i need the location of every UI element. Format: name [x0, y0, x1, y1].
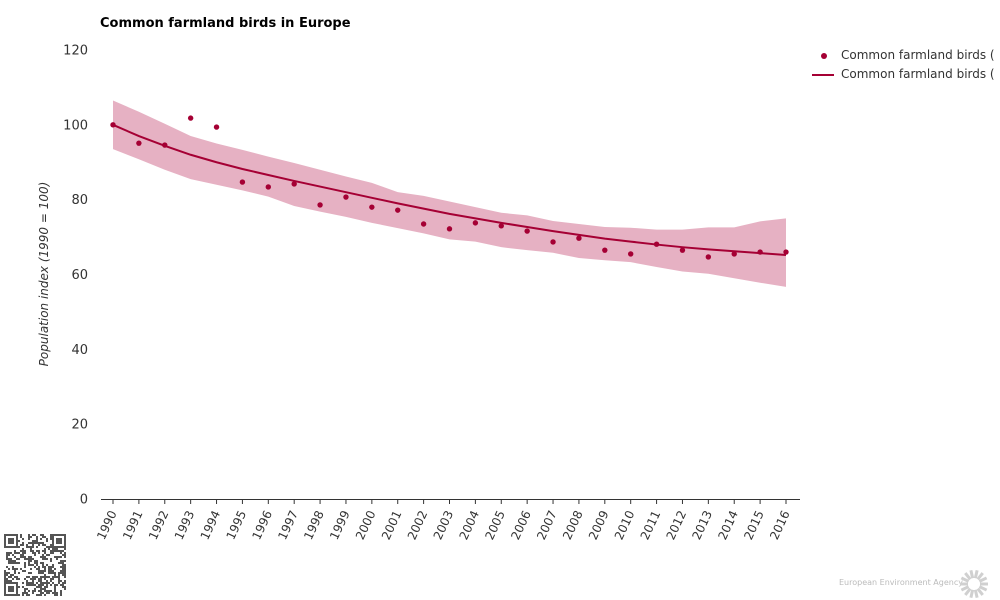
data-point: [550, 239, 556, 245]
data-point: [627, 251, 634, 257]
x-tick-label: 1997: [275, 508, 301, 542]
data-point: [187, 115, 194, 121]
agency-name: European Environment Agency: [839, 578, 963, 587]
qr-code: [4, 534, 66, 596]
legend-item-trend[interactable]: Common farmland birds (: [812, 67, 995, 81]
data-point: [420, 221, 427, 227]
x-tick-label: 2003: [431, 508, 457, 542]
data-point: [783, 249, 789, 255]
data-point: [757, 249, 763, 255]
x-tick-label: 2001: [379, 508, 405, 542]
legend-label: Common farmland birds (: [841, 67, 995, 81]
x-tick-label: 2015: [741, 508, 767, 542]
data-point: [395, 207, 401, 213]
data-point: [317, 202, 323, 208]
x-tick-label: 2005: [482, 508, 508, 542]
y-tick-label: 80: [71, 193, 88, 208]
x-tick-label: 2011: [638, 508, 664, 542]
data-point: [472, 220, 479, 226]
x-tick-label: 2013: [689, 508, 715, 542]
data-point: [731, 251, 737, 257]
x-tick-label: 2012: [664, 508, 690, 542]
line-icon: [812, 70, 834, 80]
x-tick-label: 2016: [767, 508, 793, 542]
dot-icon: [812, 51, 834, 61]
x-tick-label: 1996: [249, 508, 275, 542]
x-tick-label: 1990: [94, 508, 120, 542]
data-point: [576, 235, 582, 241]
x-tick-label: 2014: [715, 508, 741, 542]
data-point: [705, 254, 712, 260]
x-tick-label: 2007: [534, 508, 560, 542]
x-tick-label: 1998: [301, 508, 327, 542]
data-point: [110, 122, 116, 128]
confidence-band: [113, 100, 786, 287]
chart-title: Common farmland birds in Europe: [100, 16, 351, 31]
data-point: [239, 179, 246, 185]
data-point: [343, 194, 349, 200]
x-tick-label: 2010: [612, 508, 638, 542]
data-point: [291, 181, 297, 187]
data-point: [498, 223, 504, 229]
data-point: [162, 142, 168, 148]
trend-line: [112, 123, 787, 257]
data-point: [446, 226, 453, 232]
y-tick-label: 100: [63, 118, 88, 133]
x-tick-label: 2004: [457, 508, 483, 542]
x-tick-label: 2006: [508, 508, 534, 542]
data-point: [524, 228, 530, 234]
x-tick-label: 1994: [198, 508, 224, 542]
y-axis-label: Population index (1990 = 100): [37, 182, 51, 367]
data-point: [369, 204, 375, 210]
data-point: [213, 124, 220, 130]
x-tick-label: 2009: [586, 508, 612, 542]
data-point: [136, 140, 142, 146]
x-tick-label: 1999: [327, 508, 353, 542]
data-point: [653, 241, 660, 247]
data-point: [265, 184, 272, 190]
eea-logo-icon: [960, 570, 988, 598]
x-tick-label: 1992: [146, 508, 172, 542]
data-point: [602, 247, 608, 253]
y-tick-label: 40: [71, 343, 88, 358]
x-tick-label: 2008: [560, 508, 586, 542]
legend-item-points[interactable]: Common farmland birds (: [812, 48, 995, 62]
x-tick-label: 1993: [172, 508, 198, 542]
y-tick-label: 60: [71, 268, 88, 283]
y-tick-label: 0: [80, 493, 88, 508]
y-tick-label: 20: [71, 418, 88, 433]
x-tick-label: 1995: [224, 508, 250, 542]
legend-label: Common farmland birds (: [841, 48, 995, 62]
y-tick-label: 120: [63, 44, 88, 59]
x-tick-label: 2000: [353, 508, 379, 542]
data-point: [679, 247, 686, 253]
x-tick-label: 2002: [405, 508, 431, 542]
x-tick-label: 1991: [120, 508, 146, 542]
